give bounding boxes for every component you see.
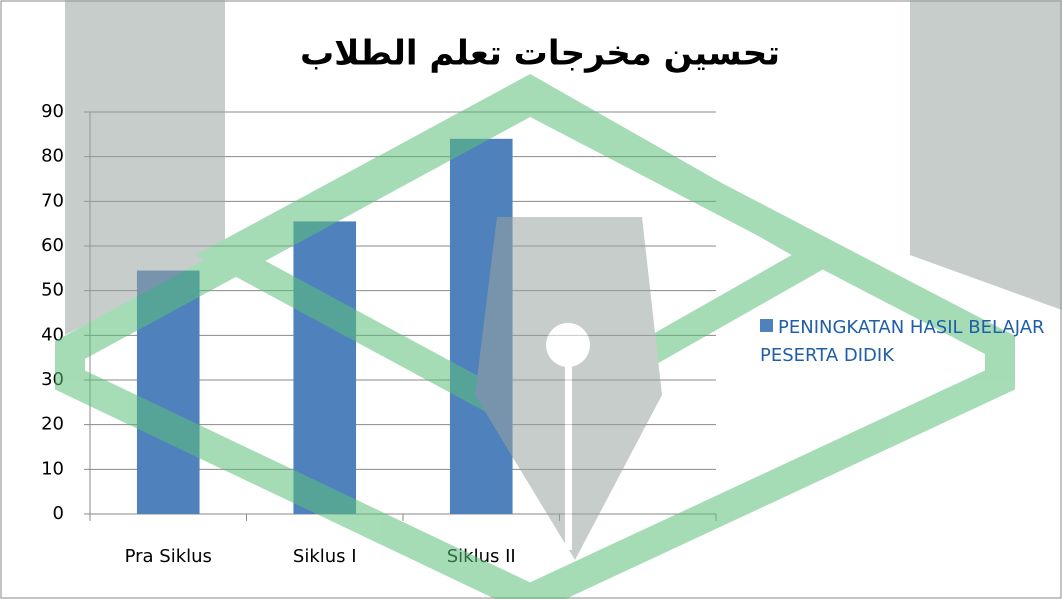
x-tick-label: Siklus I — [293, 546, 357, 567]
y-tick-label: 60 — [41, 235, 64, 256]
legend: PENINGKATAN HASIL BELAJAR PESERTA DIDIK — [760, 314, 1050, 370]
legend-swatch — [760, 319, 773, 332]
y-tick-label: 0 — [53, 503, 64, 524]
y-tick-label: 20 — [41, 414, 64, 435]
y-tick-label: 50 — [41, 280, 64, 301]
y-tick-label: 80 — [41, 146, 64, 167]
chart: 0102030405060708090Pra SiklusSiklus ISik… — [0, 0, 1062, 599]
page: 0102030405060708090Pra SiklusSiklus ISik… — [0, 0, 1062, 599]
legend-item: PENINGKATAN HASIL BELAJAR PESERTA DIDIK — [760, 314, 1050, 370]
y-tick-label: 10 — [41, 458, 64, 479]
watermark-shape — [565, 360, 572, 550]
y-tick-label: 70 — [41, 190, 64, 211]
bar — [293, 221, 356, 514]
y-tick-label: 90 — [41, 101, 64, 122]
x-tick-label: Pra Siklus — [125, 546, 212, 567]
chart-title: تحسين مخرجات تعلم الطلاب — [300, 34, 780, 74]
legend-label: PENINGKATAN HASIL BELAJAR PESERTA DIDIK — [760, 317, 1045, 366]
